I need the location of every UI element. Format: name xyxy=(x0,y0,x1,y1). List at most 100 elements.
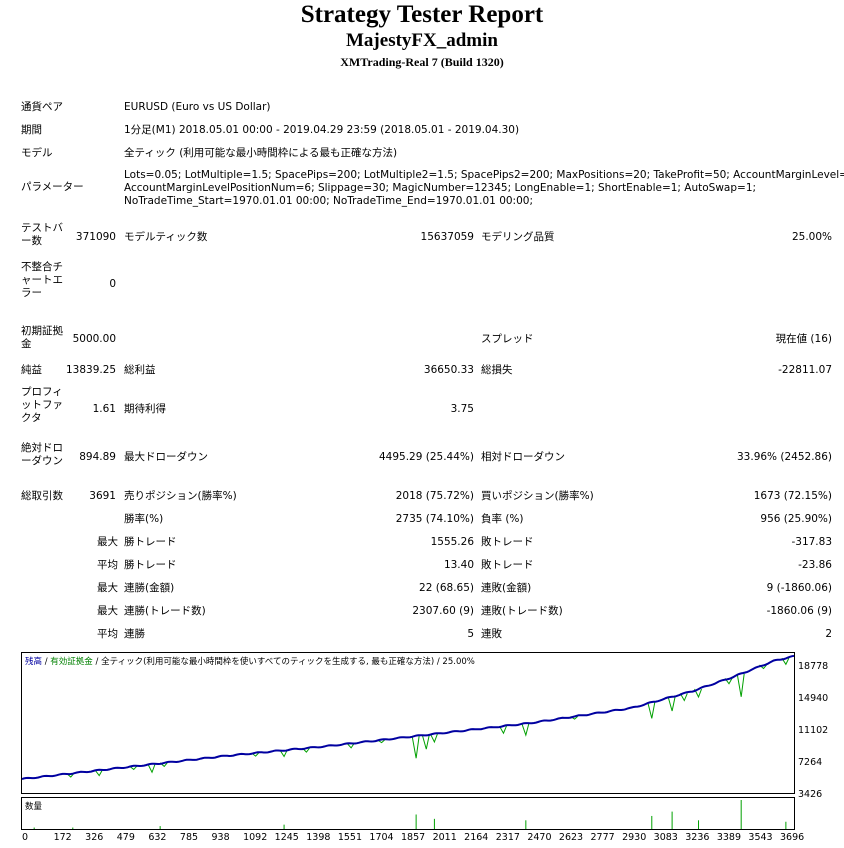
x-tick-label: 1551 xyxy=(337,832,363,843)
avg-loss-value: -23.86 xyxy=(798,559,832,571)
period-value: 1分足(M1) 2018.05.01 00:00 - 2019.04.29 23… xyxy=(124,124,520,136)
y-tick-label: 14940 xyxy=(798,693,829,704)
spread-label: スプレッド xyxy=(481,333,534,345)
equity-dip xyxy=(679,693,688,702)
equity-dip xyxy=(736,673,745,697)
equity-dip xyxy=(94,769,103,777)
x-tick-label: 938 xyxy=(211,832,230,843)
x-tick-label: 785 xyxy=(179,832,199,843)
params-line-1: Lots=0.05; LotMultiple=1.5; SpacePips=20… xyxy=(124,169,844,181)
y-tick-label: 11102 xyxy=(798,725,829,736)
quality-label: モデリング品質 xyxy=(481,231,555,243)
x-tick-label: 3696 xyxy=(780,832,805,843)
average-row-label: 平均 xyxy=(97,559,118,571)
largest-win-label: 勝トレード xyxy=(124,536,177,548)
max-consec-row-label: 最大 xyxy=(97,582,118,594)
account-name: MajestyFX_admin xyxy=(346,30,498,51)
params-label: パラメーター xyxy=(21,181,84,193)
long-positions-value: 1673 (72.15%) xyxy=(753,490,832,502)
balance-chart: 残高 / 有効証拠金 / 全ティック(利用可能な最小時間枠を使いすべてのティック… xyxy=(21,652,795,794)
avg-consec-row-label: 平均 xyxy=(97,628,118,640)
max-consec-profit-value: 2307.60 (9) xyxy=(412,605,474,617)
spread-value: 現在値 (16) xyxy=(775,333,832,345)
equity-dip xyxy=(421,734,430,750)
balance-line xyxy=(21,654,795,780)
x-tick-label: 3236 xyxy=(685,832,710,843)
params-line-2: AccountMarginLevelPositionNum=6; Slippag… xyxy=(124,182,757,194)
server-build: XMTrading-Real 7 (Build 1320) xyxy=(340,55,504,69)
equity-dip xyxy=(147,764,156,774)
x-tick-label: 1092 xyxy=(243,832,268,843)
equity-dip xyxy=(279,750,288,758)
x-tick-label: 1857 xyxy=(401,832,426,843)
max-consec-losses-label: 連敗(金額) xyxy=(481,582,532,594)
gross-profit-label: 総利益 xyxy=(124,364,156,376)
chart-legend: 残高 / 有効証拠金 / 全ティック(利用可能な最小時間枠を使いすべてのティック… xyxy=(25,655,475,667)
equity-dip xyxy=(429,733,438,744)
max-consec-wins-value: 22 (68.65) xyxy=(419,582,474,594)
x-tick-label: 2930 xyxy=(622,832,647,843)
net-label: 純益 xyxy=(21,364,42,376)
bars-label: テストバー数 xyxy=(21,222,63,247)
gross-profit-value: 36650.33 xyxy=(423,364,474,376)
largest-loss-value: -317.83 xyxy=(791,536,832,548)
x-tick-label: 479 xyxy=(116,832,135,843)
max-consec-profit-label: 連勝(トレード数) xyxy=(124,605,206,617)
largest-loss-label: 敗トレード xyxy=(481,536,534,548)
x-tick-label: 3083 xyxy=(653,832,678,843)
x-tick-label: 2470 xyxy=(527,832,552,843)
quality-value: 25.00% xyxy=(791,231,832,243)
x-tick-label: 3389 xyxy=(716,832,742,843)
avg-win-label: 勝トレード xyxy=(124,559,177,571)
abs-drawdown-label: 絶対ドローダウン xyxy=(21,442,63,467)
equity-dip xyxy=(411,735,420,759)
equity-dip xyxy=(499,725,507,735)
x-tick-label: 326 xyxy=(85,832,104,843)
report-title: Strategy Tester Report xyxy=(300,1,544,28)
mismatch-value: 0 xyxy=(109,278,116,290)
equity-dip xyxy=(346,743,355,749)
ticks-label: モデルティック数 xyxy=(124,231,208,243)
volume-label: 数量 xyxy=(25,802,43,812)
x-tick-label: 2164 xyxy=(464,832,489,843)
largest-win-value: 1555.26 xyxy=(430,536,474,548)
x-tick-label: 0 xyxy=(22,832,29,843)
equity-dip xyxy=(647,702,656,719)
x-tick-label: 2317 xyxy=(495,832,520,843)
largest-row-label: 最大 xyxy=(97,536,118,548)
x-tick-label: 2777 xyxy=(590,832,615,843)
win-rate-label: 勝率(%) xyxy=(124,513,164,525)
x-tick-label: 172 xyxy=(53,832,72,843)
short-positions-value: 2018 (75.72%) xyxy=(395,490,474,502)
x-tick-label: 2011 xyxy=(432,832,457,843)
loss-rate-label: 負率 (%) xyxy=(481,513,524,525)
max-consec-profit-row-label: 最大 xyxy=(97,605,118,617)
expected-payoff-value: 3.75 xyxy=(450,403,474,415)
deposit-label: 初期証拠金 xyxy=(21,325,63,350)
max-consec-loss-label: 連敗(トレード数) xyxy=(481,605,563,617)
legend-balance: 残高 xyxy=(25,657,43,667)
avg-consec-losses-value: 2 xyxy=(825,628,832,640)
gross-loss-value: -22811.07 xyxy=(778,364,832,376)
max-consec-loss-value: -1860.06 (9) xyxy=(766,605,832,617)
x-tick-label: 1398 xyxy=(306,832,331,843)
period-label: 期間 xyxy=(21,124,42,136)
model-value: 全ティック (利用可能な最小時間枠による最も正確な方法) xyxy=(124,147,398,159)
equity-dip xyxy=(694,688,702,699)
x-tick-label: 3543 xyxy=(748,832,773,843)
max-consec-losses-value: 9 (-1860.06) xyxy=(766,582,832,594)
symbol-value: EURUSD (Euro vs US Dollar) xyxy=(124,101,271,113)
legend-separator-1: / xyxy=(42,657,51,667)
deposit-value: 5000.00 xyxy=(72,333,116,345)
avg-consec-losses-label: 連敗 xyxy=(481,628,502,640)
profit-factor-label: プロフィットファクタ xyxy=(21,386,63,424)
model-label: モデル xyxy=(21,147,53,159)
max-drawdown-value: 4495.29 (25.44%) xyxy=(379,451,474,463)
win-rate-value: 2735 (74.10%) xyxy=(395,513,474,525)
equity-dip xyxy=(521,723,530,737)
legend-model-quality: / 全ティック(利用可能な最小時間枠を使いすべてのティックを生成する, 最も正確… xyxy=(92,657,475,667)
balance-chart-plot xyxy=(21,654,795,780)
y-tick-label: 3426 xyxy=(798,789,823,800)
volume-chart-plot xyxy=(33,800,787,829)
x-tick-label: 1245 xyxy=(274,832,299,843)
